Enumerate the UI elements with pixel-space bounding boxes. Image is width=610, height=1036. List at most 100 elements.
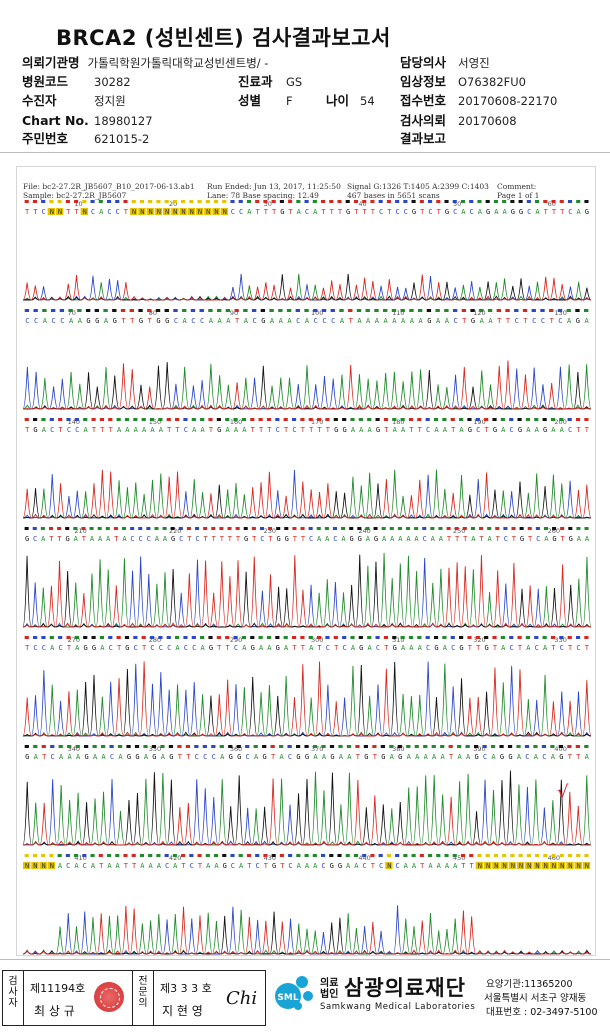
- quality-mark: [106, 200, 112, 203]
- base-call: A: [173, 862, 178, 870]
- quality-mark: [24, 636, 29, 639]
- base-call-n: [195, 208, 204, 215]
- quality-mark: [414, 527, 419, 530]
- base-call: A: [341, 535, 346, 543]
- examiner-no: 제11194호: [30, 982, 86, 995]
- position-tick-label: 240: [358, 527, 370, 535]
- quality-mark: [525, 636, 531, 639]
- quality-mark: [475, 418, 480, 421]
- trace-a: [22, 909, 592, 955]
- position-tick-label: 160: [230, 418, 242, 426]
- base-call: A: [148, 862, 153, 870]
- base-call: N: [494, 862, 498, 870]
- quality-mark: [138, 309, 143, 312]
- base-call: A: [443, 426, 448, 434]
- org-name: 삼광의료재단: [344, 976, 466, 1000]
- quality-mark: [436, 854, 441, 857]
- quality-mark: [288, 854, 293, 857]
- base-call: G: [585, 208, 589, 216]
- base-call: A: [390, 535, 395, 543]
- base-call: T: [272, 208, 277, 216]
- quality-mark: [495, 527, 500, 530]
- base-call: T: [198, 862, 203, 870]
- base-call: N: [157, 208, 161, 216]
- quality-mark: [484, 418, 489, 421]
- base-call: A: [404, 862, 409, 870]
- base-call: T: [373, 753, 378, 761]
- quality-mark: [526, 854, 531, 857]
- base-call: C: [191, 317, 195, 325]
- base-call: N: [519, 862, 523, 870]
- base-call: T: [363, 208, 368, 216]
- base-call: C: [51, 753, 55, 761]
- base-call: G: [285, 535, 289, 543]
- quality-mark: [68, 309, 73, 312]
- quality-mark: [250, 636, 255, 639]
- base-call: A: [368, 426, 373, 434]
- clinical-label: 임상정보: [400, 74, 447, 89]
- base-call: T: [493, 644, 498, 652]
- quality-mark: [485, 854, 490, 857]
- base-call: A: [347, 753, 352, 761]
- base-call-n: [475, 862, 484, 869]
- base-call: T: [568, 753, 573, 761]
- variant-check-marker: √: [557, 782, 569, 803]
- quality-mark: [550, 745, 555, 748]
- base-call: A: [107, 862, 112, 870]
- base-call: T: [247, 862, 252, 870]
- base-call: T: [178, 753, 183, 761]
- quality-mark: [235, 527, 240, 530]
- quality-mark: [58, 745, 63, 748]
- quality-mark: [511, 527, 516, 530]
- quality-mark: [558, 745, 564, 748]
- quality-mark: [381, 527, 386, 530]
- quality-mark: [32, 854, 37, 857]
- quality-mark: [375, 636, 380, 639]
- quality-mark: [312, 854, 317, 857]
- base-call: T: [518, 644, 523, 652]
- base-call: G: [500, 753, 504, 761]
- quality-mark: [411, 854, 416, 857]
- position-tick-label: 400: [554, 745, 566, 753]
- quality-mark: [533, 745, 538, 748]
- quality-mark: [444, 854, 449, 857]
- quality-mark: [475, 636, 480, 639]
- examiner-label: 검사자: [8, 976, 18, 1009]
- quality-mark: [567, 418, 572, 421]
- base-call: N: [140, 208, 144, 216]
- quality-mark: [479, 527, 484, 530]
- quality-mark: [350, 636, 355, 639]
- quality-mark: [304, 200, 309, 203]
- quality-mark: [141, 636, 146, 639]
- position-tick-label: 260: [548, 527, 560, 535]
- base-call-n: [187, 208, 196, 215]
- base-call: T: [496, 535, 501, 543]
- quality-mark: [442, 636, 447, 639]
- base-call: A: [244, 317, 249, 325]
- quality-mark: [452, 854, 457, 857]
- quality-mark: [492, 636, 497, 639]
- base-call: C: [309, 535, 313, 543]
- base-call: A: [183, 317, 188, 325]
- quality-mark: [100, 745, 106, 748]
- base-call: A: [560, 426, 565, 434]
- quality-mark: [99, 418, 105, 421]
- position-tick-label: 210: [74, 527, 86, 535]
- base-call: T: [479, 535, 484, 543]
- position-tick-label: 150: [149, 418, 161, 426]
- quality-mark: [105, 527, 110, 530]
- base-call: G: [223, 862, 227, 870]
- base-call: A: [375, 317, 380, 325]
- base-call: N: [223, 208, 227, 216]
- base-call: G: [376, 426, 380, 434]
- quality-mark: [526, 200, 531, 203]
- quality-mark: [575, 418, 581, 421]
- position-tick-label: 90: [230, 309, 238, 317]
- base-call: C: [326, 644, 330, 652]
- base-call: A: [480, 317, 485, 325]
- base-call: C: [203, 753, 207, 761]
- quality-mark: [41, 854, 46, 857]
- base-call: A: [84, 426, 89, 434]
- base-call: A: [409, 644, 414, 652]
- base-call: N: [50, 208, 54, 216]
